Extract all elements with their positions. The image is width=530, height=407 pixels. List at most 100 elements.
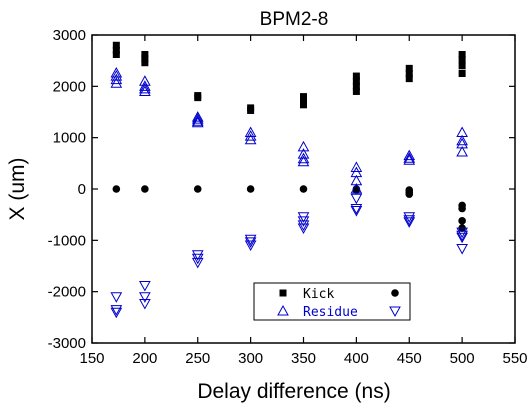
point-circle xyxy=(405,190,414,198)
point-triangle-down xyxy=(110,307,123,319)
x-tick-label: 450 xyxy=(397,350,422,367)
point-triangle-up xyxy=(350,161,363,172)
point-circle xyxy=(141,185,149,193)
point-triangle-down xyxy=(456,230,468,242)
point-circle xyxy=(193,185,202,193)
series-kick_2 xyxy=(112,185,466,232)
y-tick-label: 3000 xyxy=(53,27,86,44)
point-triangle-down xyxy=(403,217,416,228)
series-kick_1 xyxy=(112,41,466,114)
point-triangle-down xyxy=(403,212,416,223)
point-square xyxy=(141,55,149,63)
point-triangle-down xyxy=(110,292,123,303)
point-triangle-down xyxy=(297,223,310,235)
legend-marker-triangle-up xyxy=(277,304,289,316)
x-axis-label: Delay difference (ns) xyxy=(197,380,390,403)
point-triangle-up xyxy=(403,154,416,165)
legend-label-residue: Residue xyxy=(303,305,358,320)
point-triangle-up xyxy=(297,140,310,152)
legend-box xyxy=(253,282,411,321)
point-circle xyxy=(299,185,308,193)
legend-marker-circle xyxy=(391,289,399,297)
point-circle xyxy=(246,185,255,193)
point-square xyxy=(141,51,149,59)
point-triangle-down xyxy=(350,206,363,217)
point-triangle-up xyxy=(110,70,123,81)
point-triangle-down xyxy=(110,305,123,316)
point-square xyxy=(458,70,466,77)
point-triangle-up xyxy=(139,75,151,86)
legend-marker-square xyxy=(279,289,287,297)
point-triangle-up xyxy=(191,111,204,122)
data-points xyxy=(110,41,468,319)
x-tick-label: 150 xyxy=(79,350,104,367)
point-triangle-up xyxy=(110,73,123,85)
y-tick-label: -2000 xyxy=(48,284,86,301)
point-triangle-down xyxy=(139,281,151,292)
point-square xyxy=(112,51,120,59)
point-square xyxy=(405,70,413,77)
point-square xyxy=(247,106,255,114)
x-tick-label: 350 xyxy=(291,350,316,367)
point-square xyxy=(112,41,120,49)
point-triangle-down xyxy=(403,215,416,226)
point-square xyxy=(352,87,360,95)
point-triangle-up xyxy=(191,116,204,128)
point-triangle-down xyxy=(244,240,257,251)
point-triangle-up xyxy=(139,85,151,96)
y-tick-label: 1000 xyxy=(53,130,86,147)
point-square xyxy=(194,94,202,102)
point-circle xyxy=(458,217,466,225)
point-triangle-down xyxy=(191,250,204,261)
legend-label-kick: Kick xyxy=(303,287,334,302)
point-triangle-down xyxy=(297,220,310,231)
point-triangle-down xyxy=(350,193,363,205)
point-triangle-down xyxy=(139,298,151,310)
point-circle xyxy=(112,185,121,193)
point-square xyxy=(458,62,466,70)
y-tick-label: 2000 xyxy=(53,78,86,95)
point-triangle-down xyxy=(456,244,468,255)
x-tick-label: 300 xyxy=(238,350,263,367)
point-square xyxy=(300,101,307,109)
point-square xyxy=(405,75,413,83)
chart-title: BPM2-8 xyxy=(260,9,329,30)
point-triangle-up xyxy=(244,126,257,138)
point-triangle-up xyxy=(403,149,416,161)
point-triangle-down xyxy=(139,292,151,303)
point-triangle-up xyxy=(350,182,363,194)
point-triangle-down xyxy=(244,234,257,246)
y-tick-label: -1000 xyxy=(48,232,86,249)
legend-markers xyxy=(277,289,401,318)
point-triangle-up xyxy=(297,152,310,164)
point-triangle-up xyxy=(456,146,468,157)
point-square xyxy=(112,46,120,54)
y-tick-label: 0 xyxy=(78,181,86,198)
legend-marker-triangle-down xyxy=(389,306,401,318)
point-triangle-up xyxy=(110,66,123,78)
point-triangle-up xyxy=(139,82,151,94)
y-axis-label: X (um) xyxy=(6,158,29,221)
x-tick-label: 200 xyxy=(132,350,157,367)
point-triangle-up xyxy=(191,115,204,126)
point-square xyxy=(300,93,307,101)
point-triangle-up xyxy=(139,80,151,91)
point-circle xyxy=(458,204,466,213)
point-square xyxy=(300,97,307,105)
series-residue_1 xyxy=(110,66,468,194)
point-triangle-up xyxy=(244,133,257,145)
point-triangle-down xyxy=(456,232,468,244)
point-square xyxy=(405,64,413,72)
axis-ticks: 150 200 250 300 350 400 450 500 550 -3000 -2000 -10… xyxy=(48,27,528,367)
point-triangle-up xyxy=(191,113,204,124)
point-square xyxy=(352,77,360,85)
point-triangle-up xyxy=(403,152,416,163)
legend: Kick Residue xyxy=(253,282,411,321)
x-tick-label: 400 xyxy=(344,350,369,367)
point-square xyxy=(352,82,360,90)
x-tick-label: 500 xyxy=(450,350,475,367)
point-triangle-down xyxy=(456,227,468,239)
point-triangle-down xyxy=(350,204,363,215)
point-square xyxy=(141,59,149,67)
